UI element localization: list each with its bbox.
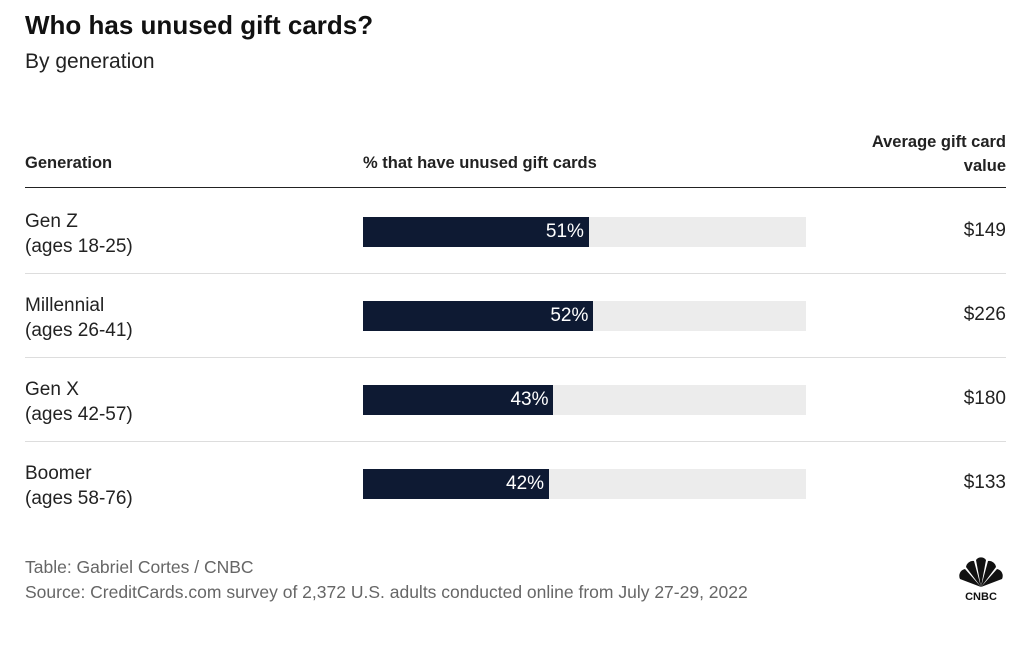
bar-fill: 51% xyxy=(363,217,589,247)
table-row: Millennial (ages 26-41) 52% $226 xyxy=(25,273,1006,358)
header-average-value-line1: Average gift card xyxy=(871,133,1006,151)
header-average-value: Average gift card value xyxy=(806,130,1006,178)
cnbc-peacock-logo: CNBC xyxy=(959,557,1003,603)
generation-ages: (ages 18-25) xyxy=(25,236,133,257)
table-credit: Table: Gabriel Cortes / CNBC xyxy=(25,557,254,577)
bar-fill: 43% xyxy=(363,385,554,415)
generation-label: Gen X (ages 42-57) xyxy=(25,377,133,427)
generation-name: Gen X xyxy=(25,379,79,400)
table-row: Gen Z (ages 18-25) 51% $149 xyxy=(25,189,1006,274)
bar-percent-label: 43% xyxy=(510,389,549,410)
header-average-value-line2: value xyxy=(963,157,1006,175)
bar-track: 51% xyxy=(363,217,806,247)
average-value: $226 xyxy=(963,304,1006,325)
generation-ages: (ages 42-57) xyxy=(25,404,133,425)
bar-fill: 52% xyxy=(363,301,594,331)
header-percent: % that have unused gift cards xyxy=(363,154,597,172)
chart-subtitle: By generation xyxy=(25,50,155,73)
source-note: Source: CreditCards.com survey of 2,372 … xyxy=(25,582,748,602)
average-value: $149 xyxy=(963,220,1006,241)
header-generation: Generation xyxy=(25,154,113,172)
bar-percent-label: 51% xyxy=(545,221,584,242)
bar-track: 43% xyxy=(363,385,806,415)
generation-label: Boomer (ages 58-76) xyxy=(25,461,133,511)
chart-title: Who has unused gift cards? xyxy=(25,10,374,40)
generation-label: Gen Z (ages 18-25) xyxy=(25,209,133,259)
generation-label: Millennial (ages 26-41) xyxy=(25,293,133,343)
generation-ages: (ages 26-41) xyxy=(25,320,133,341)
generation-name: Millennial xyxy=(25,295,105,316)
generation-ages: (ages 58-76) xyxy=(25,488,133,509)
average-value: $180 xyxy=(963,388,1006,409)
average-value: $133 xyxy=(963,472,1006,493)
bar-percent-label: 42% xyxy=(506,473,545,494)
logo-wordmark: CNBC xyxy=(965,591,997,603)
table-row: Boomer (ages 58-76) 42% $133 xyxy=(25,441,1006,525)
generation-name: Boomer xyxy=(25,463,92,484)
header-rule xyxy=(25,187,1006,188)
bar-track: 52% xyxy=(363,301,806,331)
bar-track: 42% xyxy=(363,469,806,499)
bar-percent-label: 52% xyxy=(550,305,589,326)
table-row: Gen X (ages 42-57) 43% $180 xyxy=(25,357,1006,442)
generation-name: Gen Z xyxy=(25,211,78,232)
bar-fill: 42% xyxy=(363,469,550,499)
